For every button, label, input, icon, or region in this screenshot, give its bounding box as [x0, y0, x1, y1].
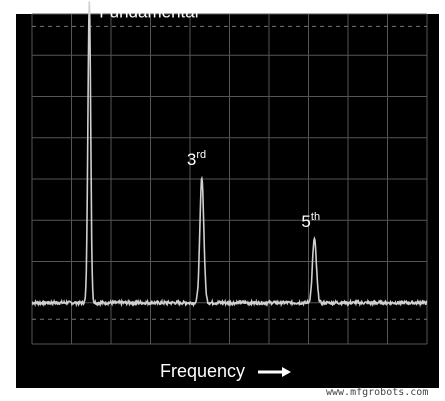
peak-label: 5th [301, 211, 320, 231]
peak-label: Fundamental [99, 3, 198, 22]
frequency-axis-label: Frequency [160, 361, 246, 381]
arrow-head-icon [282, 367, 291, 377]
peak-label: 3rd [187, 149, 206, 169]
spectrum-trace [31, 1, 428, 308]
watermark-text: www.mfgrobots.com [326, 387, 429, 398]
